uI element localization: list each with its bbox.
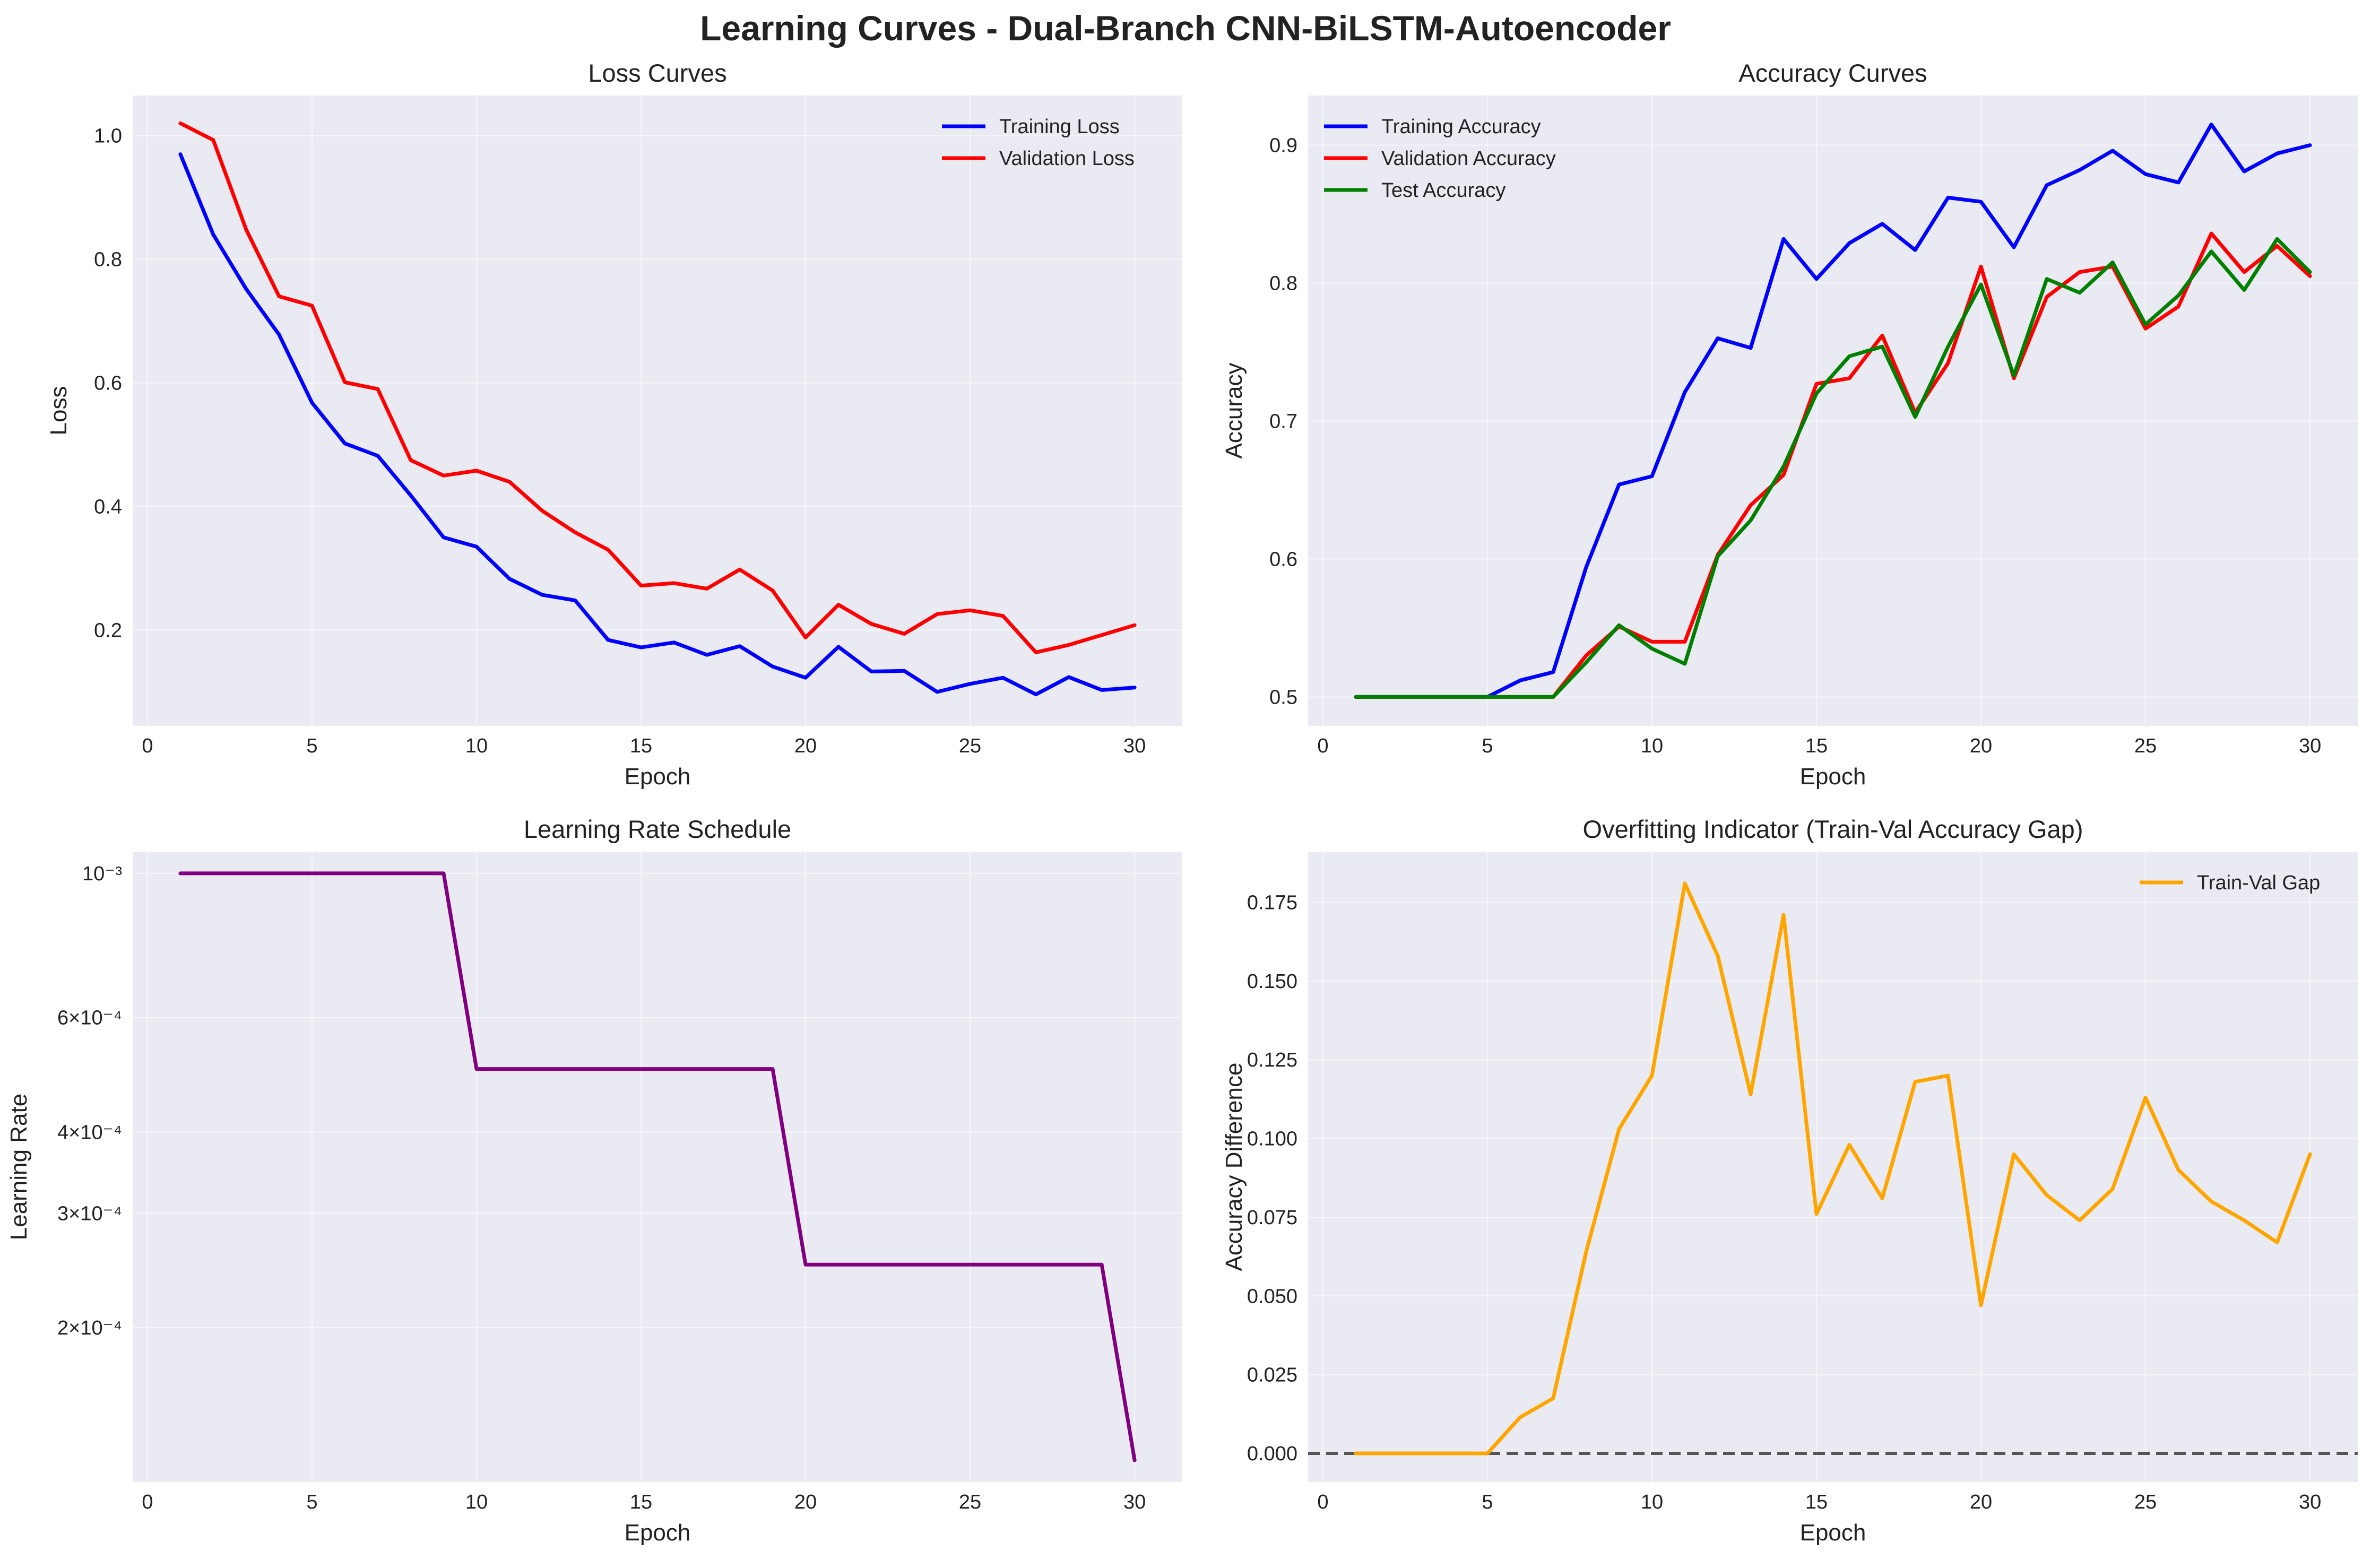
series-line-1: [178, 871, 1137, 1462]
x-tick-label: 20: [794, 735, 817, 757]
legend-label: Train-Val Gap: [2197, 872, 2320, 894]
x-axis-label: Epoch: [1800, 1520, 1866, 1546]
y-tick-label: 0.075: [1247, 1207, 1297, 1229]
y-tick-label: 10⁻³: [82, 863, 122, 885]
y-tick-label: 0.175: [1247, 892, 1297, 914]
chart-panel-2: 0 5 10 15 20 25 30 0.5 0.6 0.7 0.8 0.9 Accuracy Curv…: [1221, 59, 2358, 790]
legend-label: Validation Accuracy: [1381, 148, 1556, 170]
x-axis-label: Epoch: [625, 764, 691, 790]
y-tick-label: 0.5: [1269, 686, 1297, 708]
y-tick-label: 1.0: [94, 125, 122, 148]
legend-label: Test Accuracy: [1381, 179, 1505, 202]
y-tick-label: 0.050: [1247, 1285, 1297, 1307]
x-tick-label: 15: [1805, 1491, 1828, 1513]
legend: Training Loss Validation Loss: [942, 116, 1135, 170]
y-tick-label: 0.000: [1247, 1443, 1297, 1465]
x-tick-label: 20: [1970, 735, 1992, 757]
y-tick-label: 0.8: [1269, 273, 1297, 295]
x-axis-label: Epoch: [625, 1520, 691, 1546]
x-tick-label: 25: [959, 735, 981, 757]
x-tick-label: 5: [1482, 1491, 1493, 1513]
panels: 0 5 10 15 20 25 30 0.2 0.4 0.6 0.8 1.0 Loss Curves Ep…: [6, 59, 2358, 1546]
y-tick-label: 4×10⁻⁴: [57, 1121, 122, 1143]
y-tick-label: 0.8: [94, 249, 122, 271]
y-tick-label: 0.6: [1269, 548, 1297, 570]
legend-label: Validation Loss: [999, 148, 1135, 170]
y-tick-label: 0.6: [94, 372, 122, 395]
y-tick-label: 0.025: [1247, 1364, 1297, 1387]
legend: Train-Val Gap: [2140, 872, 2320, 894]
y-axis-label: Loss: [46, 386, 72, 436]
figure-title: Learning Curves - Dual-Branch CNN-BiLSTM…: [700, 8, 1671, 48]
x-tick-label: 15: [630, 1491, 652, 1513]
y-tick-label: 0.7: [1269, 410, 1297, 432]
y-tick-label: 0.125: [1247, 1049, 1297, 1071]
y-tick-label: 3×10⁻⁴: [57, 1202, 122, 1225]
series-line-1: [178, 152, 1137, 697]
x-tick-label: 10: [1641, 1491, 1663, 1513]
plot-area: [133, 96, 1182, 726]
x-tick-label: 10: [1641, 735, 1663, 757]
chart-panel-1: 0 5 10 15 20 25 30 0.2 0.4 0.6 0.8 1.0 Loss Curves Ep…: [46, 59, 1182, 790]
series-line-2: [178, 121, 1137, 654]
x-tick-label: 10: [465, 1491, 488, 1513]
y-tick-label: 2×10⁻⁴: [57, 1317, 122, 1339]
legend-label: Training Loss: [999, 116, 1120, 138]
chart-title: Loss Curves: [588, 59, 726, 87]
x-tick-label: 25: [2134, 1491, 2157, 1513]
series-line-1: [1354, 123, 2312, 699]
series-line-1: [1354, 881, 2312, 1456]
x-tick-label: 30: [2299, 1491, 2321, 1513]
y-tick-label: 0.150: [1247, 971, 1297, 993]
x-tick-label: 5: [306, 1491, 317, 1513]
x-tick-label: 20: [1970, 1491, 1992, 1513]
chart-title: Overfitting Indicator (Train-Val Accurac…: [1583, 815, 2083, 843]
y-tick-label: 0.9: [1269, 135, 1297, 157]
series-line-3: [1354, 237, 2312, 699]
x-tick-label: 0: [142, 1491, 153, 1513]
x-axis-label: Epoch: [1800, 764, 1866, 790]
x-tick-label: 5: [306, 735, 317, 757]
x-tick-label: 25: [2134, 735, 2157, 757]
y-tick-label: 6×10⁻⁴: [57, 1007, 122, 1029]
x-tick-label: 0: [1317, 1491, 1328, 1513]
x-tick-label: 10: [465, 735, 488, 757]
chart-panel-4: 0 5 10 15 20 25 30 0.000 0.025 0.050 0.075 0.100 0.1…: [1221, 815, 2358, 1546]
x-tick-label: 25: [959, 1491, 981, 1513]
y-tick-label: 0.100: [1247, 1128, 1297, 1150]
legend: Training Accuracy Validation Accuracy Test…: [1324, 116, 1556, 202]
x-tick-label: 30: [1123, 1491, 1146, 1513]
x-tick-label: 30: [1123, 735, 1146, 757]
chart-title: Accuracy Curves: [1738, 59, 1927, 87]
y-axis-label: Accuracy Difference: [1221, 1063, 1247, 1271]
x-tick-label: 0: [1317, 735, 1328, 757]
plot-area: [1308, 96, 2358, 726]
legend-label: Training Accuracy: [1381, 116, 1541, 138]
plot-area: [133, 852, 1182, 1482]
y-tick-label: 0.2: [94, 619, 122, 642]
y-axis-label: Accuracy: [1221, 363, 1247, 459]
x-tick-label: 20: [794, 1491, 817, 1513]
x-tick-label: 0: [142, 735, 153, 757]
x-tick-label: 5: [1482, 735, 1493, 757]
grid: [133, 96, 1182, 726]
chart-panel-3: 0 5 10 15 20 25 30 2×10⁻⁴ 3×10⁻⁴ 4×10⁻⁴ 6×10⁻⁴ 10⁻³…: [6, 815, 1182, 1546]
plot-area: [1308, 852, 2358, 1482]
x-tick-label: 15: [1805, 735, 1828, 757]
chart-title: Learning Rate Schedule: [524, 815, 791, 843]
y-tick-label: 0.4: [94, 496, 122, 518]
x-tick-label: 30: [2299, 735, 2321, 757]
y-axis-label: Learning Rate: [6, 1094, 32, 1240]
x-tick-label: 15: [630, 735, 652, 757]
